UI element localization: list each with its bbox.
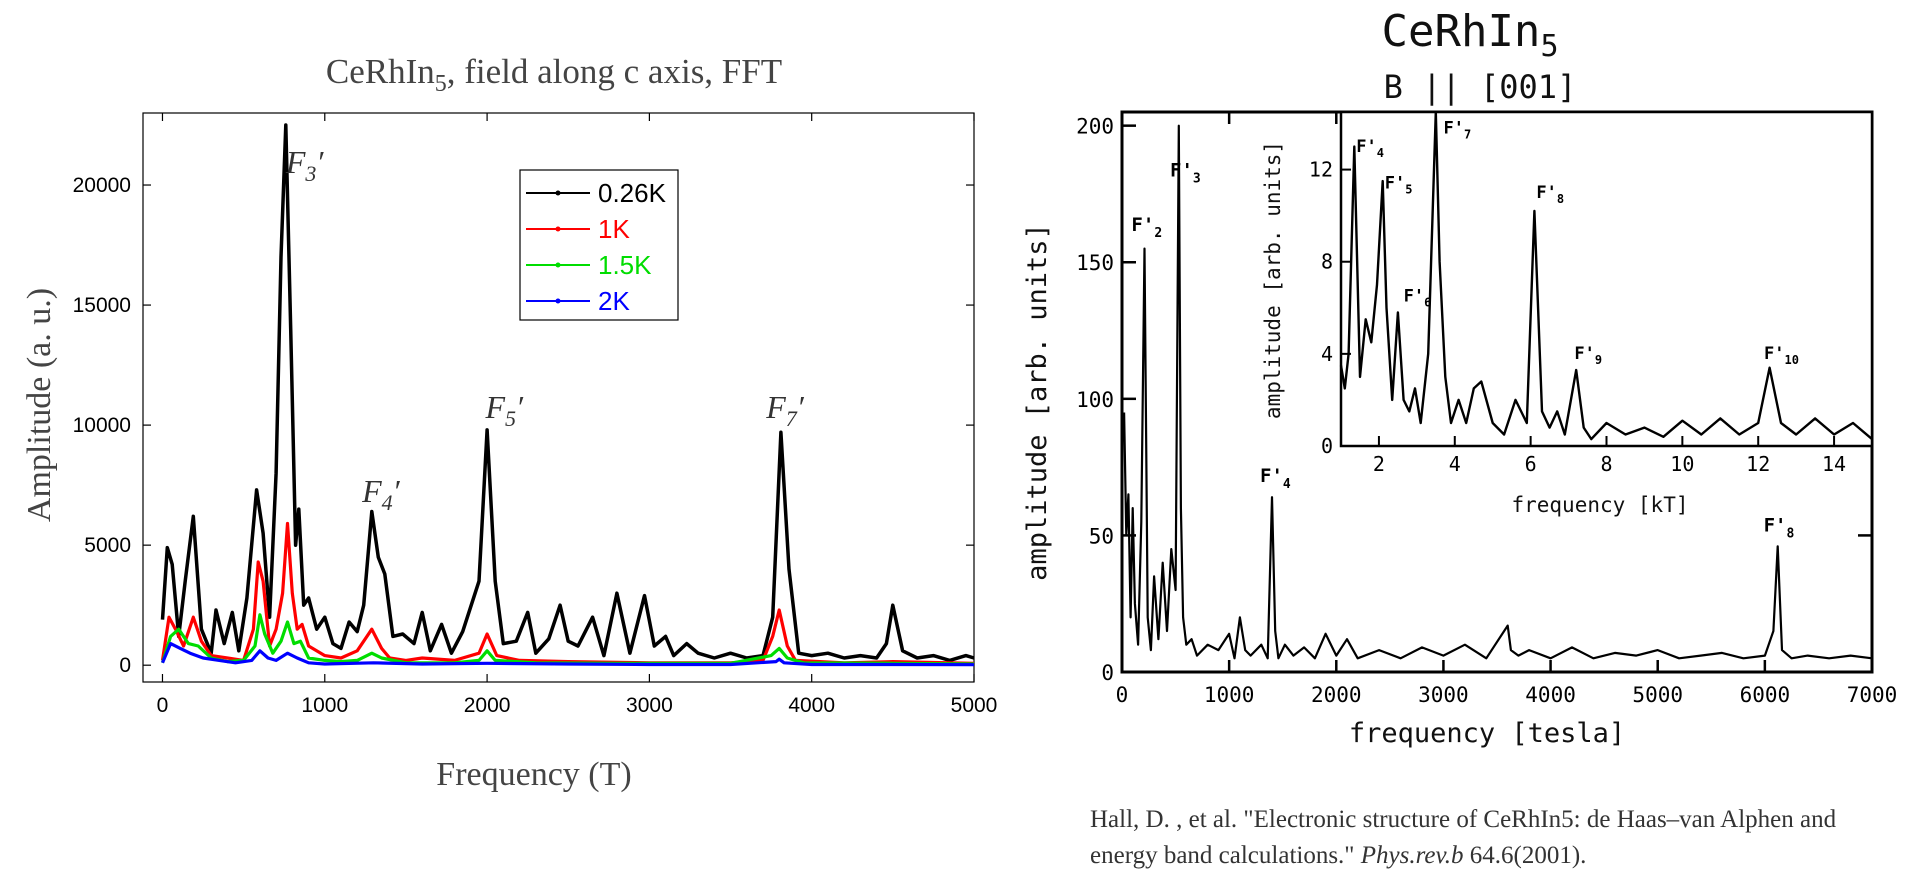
inset-peak-annotation: F'5 bbox=[1385, 174, 1413, 197]
right-x-tick-label: 5000 bbox=[1632, 683, 1683, 707]
legend-swatch-marker bbox=[555, 190, 561, 196]
inset-x-tick-label: 6 bbox=[1525, 452, 1537, 476]
inset-plot-frame bbox=[1339, 110, 1874, 448]
right-peak-annotation: F'2 bbox=[1131, 214, 1162, 241]
right-x-tick-label: 0 bbox=[1116, 683, 1129, 707]
left-x-tick-label: 4000 bbox=[788, 694, 835, 717]
left-peak-annotation: F7′ bbox=[765, 389, 805, 431]
right-x-tick-label: 3000 bbox=[1418, 683, 1469, 707]
right-x-tick-label: 4000 bbox=[1525, 683, 1576, 707]
left-peak-annotation: F3′ bbox=[285, 144, 325, 186]
right-peak-annotation: F'8 bbox=[1764, 514, 1795, 541]
inset-series-line bbox=[1339, 110, 1873, 441]
legend-swatch-marker bbox=[555, 298, 561, 304]
left-x-axis-label: Frequency (T) bbox=[436, 756, 631, 793]
right-y-tick-label: 150 bbox=[1076, 251, 1114, 275]
inset-x-tick-label: 10 bbox=[1670, 452, 1694, 476]
left-y-axis-label: Amplitude (a. u.) bbox=[21, 288, 58, 522]
legend-swatch-marker bbox=[555, 226, 561, 232]
left-y-tick-label: 5000 bbox=[84, 534, 131, 557]
right-peak-annotation: F'3 bbox=[1170, 159, 1201, 186]
left-y-tick-label: 10000 bbox=[73, 414, 131, 437]
right-peak-annotation: F'4 bbox=[1260, 465, 1291, 492]
left-chart-title: CeRhIn5, field along c axis, FFT bbox=[325, 52, 783, 97]
inset-peak-annotation: F'7 bbox=[1444, 118, 1472, 141]
left-x-tick-label: 2000 bbox=[464, 694, 511, 717]
right-y-tick-label: 0 bbox=[1101, 661, 1114, 685]
right-y-tick-label: 200 bbox=[1076, 115, 1114, 139]
left-series-line-2K bbox=[161, 641, 975, 667]
inset-peak-annotation: F'8 bbox=[1536, 183, 1564, 206]
inset-peak-annotation: F'6 bbox=[1404, 286, 1432, 309]
inset-x-tick-label: 4 bbox=[1449, 452, 1461, 476]
right-x-tick-label: 1000 bbox=[1204, 683, 1255, 707]
right-y-tick-label: 100 bbox=[1076, 388, 1114, 412]
right-x-tick-label: 6000 bbox=[1740, 683, 1791, 707]
inset-peak-annotation: F'4 bbox=[1356, 137, 1384, 160]
inset-y-tick-label: 12 bbox=[1309, 158, 1333, 182]
left-x-tick-label: 5000 bbox=[951, 694, 998, 717]
legend-swatch-marker bbox=[555, 262, 561, 268]
legend-label: 1K bbox=[598, 214, 630, 244]
right-x-tick-label: 7000 bbox=[1847, 683, 1898, 707]
left-y-tick-label: 0 bbox=[119, 654, 131, 677]
left-y-tick-label: 15000 bbox=[73, 294, 131, 317]
left-peak-annotation: F4′ bbox=[361, 473, 401, 515]
inset-y-tick-label: 8 bbox=[1321, 250, 1333, 274]
inset-y-tick-label: 0 bbox=[1321, 434, 1333, 458]
left-y-tick-label: 20000 bbox=[73, 174, 131, 197]
right-y-axis-label: amplitude [arb. units] bbox=[1022, 223, 1053, 581]
left-x-tick-label: 3000 bbox=[626, 694, 673, 717]
citation: Hall, D. , et al. "Electronic structure … bbox=[1090, 806, 1837, 869]
right-x-tick-label: 2000 bbox=[1311, 683, 1362, 707]
inset-peak-annotation: F'10 bbox=[1764, 344, 1799, 367]
right-series-line bbox=[1123, 124, 1873, 660]
left-x-tick-label: 1000 bbox=[301, 694, 348, 717]
inset-x-tick-label: 12 bbox=[1746, 452, 1770, 476]
right-chart-subtitle: B || [001] bbox=[1383, 68, 1577, 106]
inset-x-tick-label: 14 bbox=[1822, 452, 1846, 476]
left-peak-annotation: F5′ bbox=[484, 389, 524, 431]
right-chart-title: CeRhIn5 bbox=[1381, 6, 1559, 64]
left-series-line-1K bbox=[160, 521, 975, 665]
right-x-axis-label: frequency [tesla] bbox=[1349, 718, 1625, 749]
left-series-line-0.26K bbox=[160, 123, 975, 663]
inset-x-tick-label: 2 bbox=[1373, 452, 1385, 476]
left-x-tick-label: 0 bbox=[157, 694, 169, 717]
legend-label: 0.26K bbox=[598, 178, 667, 208]
right-y-tick-label: 50 bbox=[1089, 524, 1114, 548]
inset-y-tick-label: 4 bbox=[1321, 342, 1333, 366]
inset-x-tick-label: 8 bbox=[1600, 452, 1612, 476]
left-legend: 0.26K 1K 1.5K 2K bbox=[519, 169, 679, 321]
legend-label: 2K bbox=[598, 286, 630, 316]
left-legend-box bbox=[519, 169, 679, 321]
legend-label: 1.5K bbox=[598, 250, 652, 280]
left-plot-frame bbox=[142, 112, 975, 683]
inset-y-axis-label: amplitude [arb. units] bbox=[1261, 141, 1285, 419]
inset-peak-annotation: F'9 bbox=[1574, 344, 1602, 367]
inset-x-axis-label: frequency [kT] bbox=[1511, 493, 1688, 517]
